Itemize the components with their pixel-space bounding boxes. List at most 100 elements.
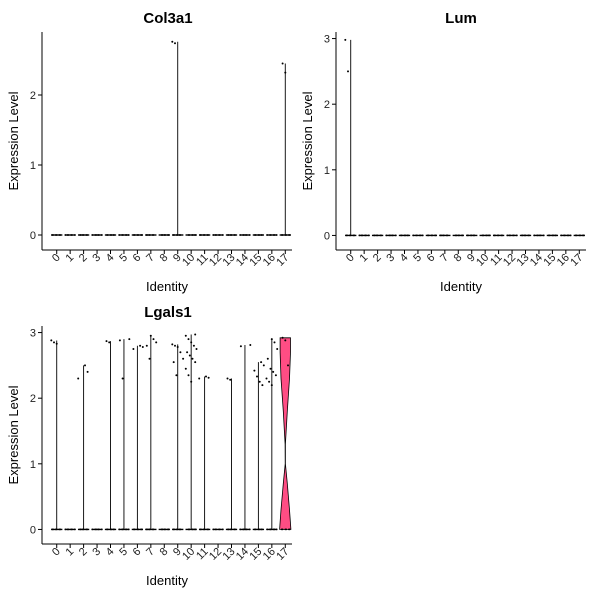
data-point [146, 234, 149, 236]
data-point [287, 364, 289, 367]
data-point [564, 234, 566, 237]
y-tick-label: 3 [324, 34, 330, 46]
data-point [110, 528, 113, 531]
data-point [137, 234, 140, 236]
data-point [53, 341, 55, 344]
data-point [187, 374, 190, 377]
data-point [412, 234, 415, 237]
data-point [243, 234, 245, 236]
data-point [249, 344, 252, 346]
data-point [164, 234, 167, 236]
data-point [376, 234, 379, 237]
data-point [281, 234, 284, 236]
x-axis-label: Identity [440, 279, 482, 294]
data-point [260, 361, 263, 364]
data-point [262, 364, 265, 367]
data-point [416, 234, 418, 237]
data-point [347, 70, 349, 73]
data-point [105, 340, 108, 343]
data-point [167, 234, 170, 236]
x-tick-label: 17 [274, 546, 291, 563]
data-point [365, 234, 367, 237]
data-point [146, 528, 149, 531]
data-point [149, 234, 151, 236]
data-point [141, 234, 143, 236]
data-point [141, 528, 143, 531]
data-point [407, 234, 409, 237]
panel-title: Lgals1 [144, 304, 192, 321]
data-point [421, 234, 424, 237]
data-point [207, 376, 210, 379]
data-point [221, 234, 224, 236]
data-point [230, 234, 233, 236]
data-point [367, 234, 370, 237]
x-tick-label: 17 [274, 252, 291, 269]
data-point [455, 234, 458, 237]
data-point [261, 384, 264, 387]
y-tick-label: 0 [324, 230, 330, 242]
data-point [149, 528, 151, 531]
data-point [533, 234, 536, 237]
data-point [467, 234, 469, 237]
data-point [245, 528, 248, 531]
data-point [344, 38, 347, 41]
data-point [230, 528, 233, 531]
data-point [358, 234, 361, 237]
data-point [560, 234, 563, 237]
data-point [64, 234, 67, 236]
data-point [118, 339, 121, 342]
data-point [226, 377, 229, 380]
data-point [148, 357, 151, 360]
data-point [431, 234, 434, 237]
data-point [374, 234, 376, 237]
data-point [281, 336, 284, 339]
data-point [482, 234, 485, 237]
data-point [404, 234, 407, 237]
data-point [392, 234, 394, 237]
data-point [173, 528, 176, 531]
data-point [273, 234, 276, 236]
data-point [171, 343, 174, 346]
data-point [274, 374, 277, 377]
data-point [108, 341, 111, 344]
data-point [113, 234, 115, 236]
data-point [161, 234, 164, 236]
data-point [270, 338, 273, 341]
data-point [194, 333, 197, 336]
data-point [118, 528, 121, 531]
data-point [229, 378, 232, 381]
data-point [207, 234, 210, 236]
data-point [234, 528, 237, 531]
data-point [537, 234, 539, 237]
data-point [212, 234, 215, 236]
data-point [84, 364, 86, 367]
data-point [207, 528, 210, 531]
data-point [261, 528, 263, 531]
data-point [268, 380, 271, 383]
data-point [253, 369, 256, 372]
data-point [161, 528, 164, 531]
data-point [400, 234, 403, 237]
data-point [192, 528, 194, 531]
data-point [582, 234, 585, 237]
data-point [176, 234, 179, 236]
data-point [122, 528, 124, 531]
data-point [71, 528, 73, 531]
data-point [91, 528, 94, 531]
data-point [55, 528, 58, 531]
data-point [188, 528, 191, 531]
data-point [389, 234, 392, 237]
data-point [59, 234, 62, 236]
y-axis-label: Expression Level [300, 91, 315, 190]
data-point [95, 528, 98, 531]
data-point [270, 528, 272, 531]
data-point [171, 40, 174, 43]
data-point [539, 234, 542, 237]
data-point [190, 341, 193, 344]
data-point [91, 234, 94, 236]
x-tick-label: 17 [568, 252, 585, 269]
data-point [133, 234, 136, 236]
data-point [73, 528, 76, 531]
data-point [521, 234, 524, 237]
